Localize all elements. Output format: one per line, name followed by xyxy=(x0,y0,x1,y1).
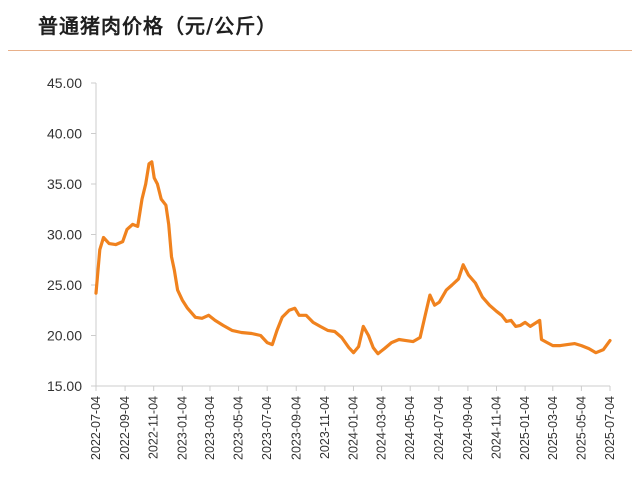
x-tick-label: 2024-07-04 xyxy=(432,396,446,460)
x-tick-label: 2024-01-04 xyxy=(346,396,360,460)
y-tick-label: 20.00 xyxy=(47,328,82,344)
chart-title: 普通猪肉价格（元/公斤） xyxy=(38,14,278,38)
series-layer xyxy=(94,160,612,356)
y-tick-label: 40.00 xyxy=(47,126,82,142)
x-tick-label: 2025-05-04 xyxy=(574,396,588,460)
x-tick-label: 2022-11-04 xyxy=(147,396,161,459)
y-tick-label: 15.00 xyxy=(47,378,82,394)
x-tick-label: 2023-05-04 xyxy=(232,396,246,460)
x-tick-label: 2023-07-04 xyxy=(260,396,274,460)
x-tick-label: 2025-07-04 xyxy=(603,396,617,460)
x-tick-label: 2024-03-04 xyxy=(375,396,389,460)
x-tick-label: 2025-01-04 xyxy=(518,396,532,460)
series-line xyxy=(94,160,612,356)
y-tick-label: 25.00 xyxy=(47,277,82,293)
x-tick-label: 2024-11-04 xyxy=(490,396,504,459)
x-tick-label: 2024-05-04 xyxy=(403,396,417,460)
y-tick-label: 35.00 xyxy=(47,176,82,192)
x-tick-label: 2023-11-04 xyxy=(318,396,332,459)
x-tick-label: 2023-03-04 xyxy=(203,396,217,460)
axes xyxy=(91,82,611,391)
y-tick-labels: 15.00 20.00 25.00 30.00 35.00 40.00 45.00 xyxy=(47,75,82,394)
x-tick-labels: 2022-07-04 2022-09-04 2022-11-04 2023-01-04… xyxy=(89,396,617,460)
x-tick-label: 2023-01-04 xyxy=(175,396,189,460)
x-tick-label: 2024-09-04 xyxy=(461,396,475,460)
x-tick-label: 2022-07-04 xyxy=(89,396,103,460)
y-tick-label: 45.00 xyxy=(47,75,82,91)
title-rule xyxy=(8,50,632,51)
x-tick-label: 2025-03-04 xyxy=(546,396,560,460)
x-tick-label: 2023-09-04 xyxy=(289,396,303,460)
x-tick-label: 2022-09-04 xyxy=(118,396,132,460)
y-tick-label: 30.00 xyxy=(47,227,82,243)
